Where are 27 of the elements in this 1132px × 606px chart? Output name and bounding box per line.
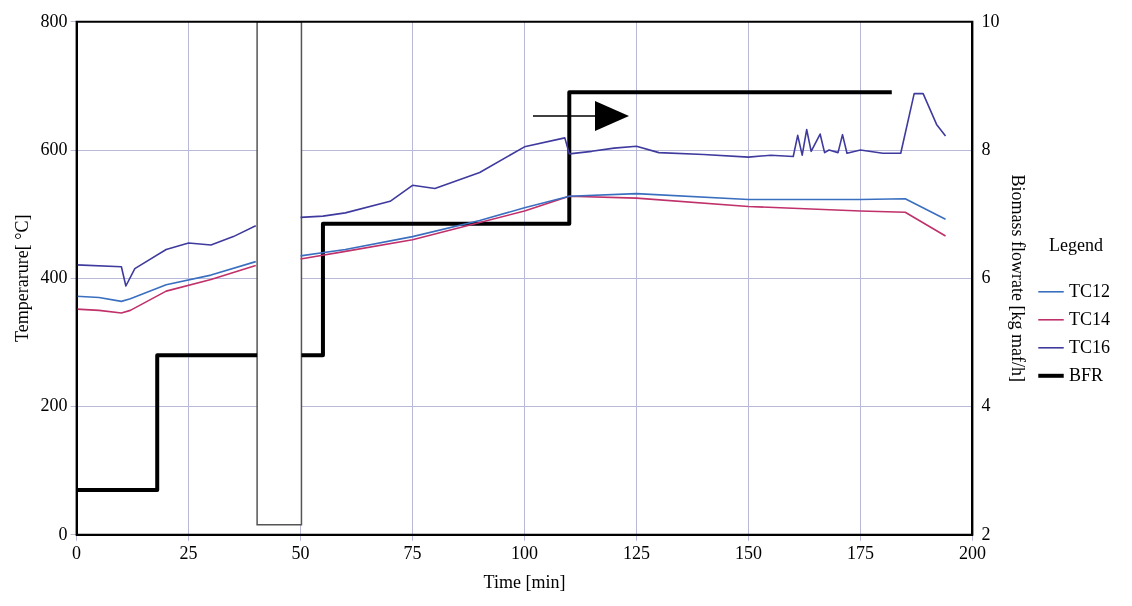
y-tick-label: 800 [40, 10, 68, 31]
x-tick-label: 100 [511, 543, 538, 564]
x-tick-label: 75 [403, 543, 422, 564]
x-axis-title: Time [min] [483, 571, 566, 592]
x-tick-label: 125 [622, 543, 650, 564]
y2-tick-label: 6 [981, 267, 991, 288]
x-tick-label: 50 [291, 543, 310, 564]
legend-title: Legend [1049, 234, 1103, 255]
y2-tick-label: 2 [981, 523, 991, 544]
y2-tick-label: 4 [981, 395, 991, 416]
y2-tick-label: 8 [981, 138, 991, 159]
y-tick-label: 200 [40, 395, 68, 416]
legend-label: BFR [1069, 364, 1104, 385]
x-tick-label: 0 [72, 543, 82, 564]
x-tick-label: 175 [846, 543, 874, 564]
y-axis-title: Temperarure[ °C] [11, 214, 32, 342]
legend-label: TC16 [1069, 336, 1111, 357]
x-tick-label: 150 [734, 543, 762, 564]
legend-label: TC12 [1069, 280, 1111, 301]
x-tick-label: 200 [958, 543, 986, 564]
x-tick-label: 25 [179, 543, 198, 564]
legend-label: TC14 [1069, 308, 1111, 329]
y-tick-label: 400 [40, 267, 68, 288]
y-tick-label: 0 [58, 523, 68, 544]
y-tick-label: 600 [40, 138, 68, 159]
y2-axis-title: Biomass flowrate [kg maf/h] [1008, 174, 1029, 383]
y2-tick-label: 10 [981, 10, 1000, 31]
